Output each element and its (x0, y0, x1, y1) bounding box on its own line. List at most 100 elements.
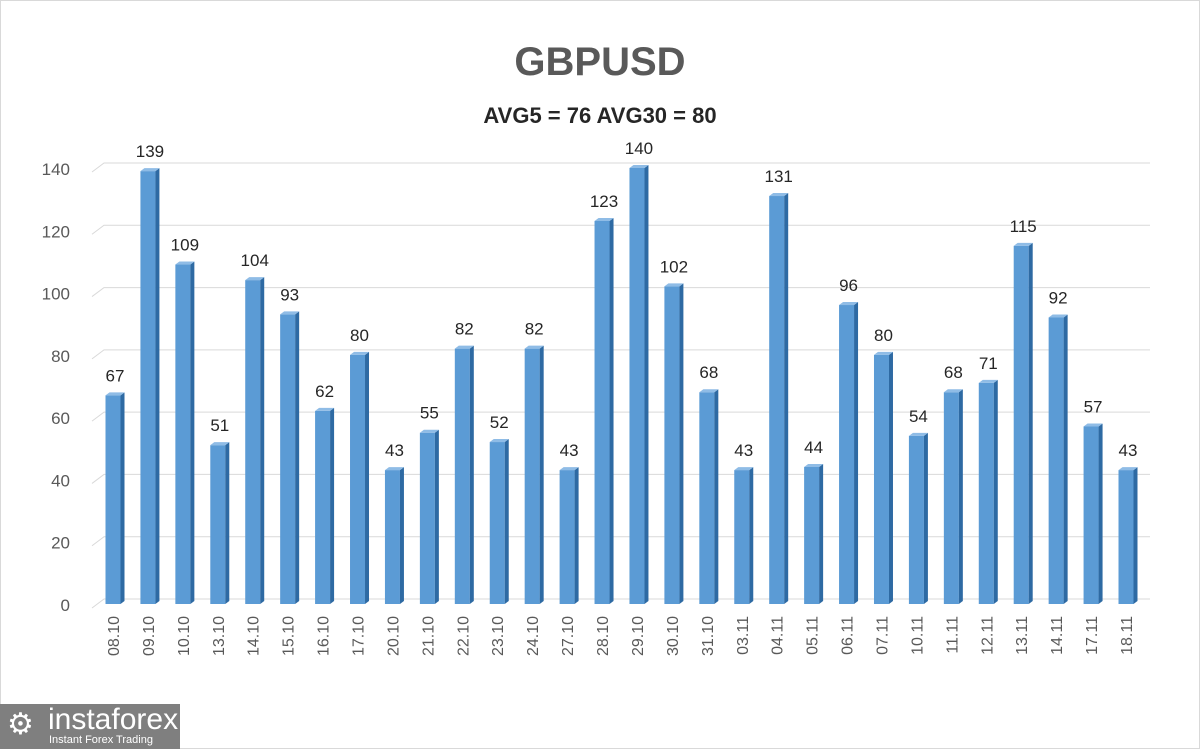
bar (454, 348, 470, 604)
y-tick-label: 140 (42, 160, 70, 179)
bar (419, 432, 435, 604)
bar-top (140, 168, 160, 172)
bar-top (419, 429, 439, 433)
x-tick-label: 10.11 (909, 616, 926, 655)
x-tick-label: 15.10 (281, 616, 298, 656)
bar-top (105, 392, 125, 396)
x-tick-label: 29.10 (630, 616, 647, 656)
chart-title: GBPUSD (514, 40, 686, 84)
bar (245, 280, 261, 604)
bar-top (1118, 467, 1138, 471)
bar-top (734, 467, 754, 471)
bar (769, 196, 785, 604)
gear-icon: ⚙ (7, 708, 34, 741)
bar (1118, 470, 1134, 604)
bar (489, 442, 505, 604)
data-label: 51 (210, 416, 229, 435)
bar-top (559, 467, 579, 471)
data-label: 62 (315, 382, 334, 401)
bar-side (260, 277, 265, 604)
x-tick-label: 13.11 (1014, 616, 1031, 655)
data-label: 71 (979, 354, 998, 373)
bar (105, 395, 121, 604)
bar-side (1028, 242, 1033, 604)
gridline (91, 162, 1150, 173)
data-label: 57 (1084, 397, 1103, 416)
bar-top (454, 345, 474, 349)
data-label: 82 (455, 320, 474, 339)
logo-name: instaforex (48, 703, 179, 736)
bar-side (434, 429, 439, 604)
bar (315, 410, 331, 604)
bar-top (1013, 242, 1033, 246)
bar-side (225, 442, 230, 604)
y-tick-label: 20 (51, 534, 70, 553)
data-label: 139 (136, 142, 164, 161)
data-label: 43 (1119, 441, 1138, 460)
x-tick-label: 20.10 (385, 616, 402, 656)
data-label: 52 (490, 413, 509, 432)
bar-top (210, 442, 230, 446)
bar-side (574, 467, 579, 604)
data-label: 123 (590, 192, 618, 211)
bar (804, 466, 820, 604)
data-label: 82 (525, 320, 544, 339)
bar-top (943, 389, 963, 393)
data-label: 55 (420, 404, 439, 423)
chart-subtitle: AVG5 = 76 AVG30 = 80 (483, 103, 717, 128)
bar-top (315, 407, 335, 411)
bar-side (330, 407, 335, 604)
bar-side (923, 432, 928, 604)
bar-side (714, 389, 719, 604)
bar-side (155, 168, 160, 604)
bar-top (873, 351, 893, 355)
bar (384, 470, 400, 604)
bar-side (784, 193, 789, 604)
bar (1048, 317, 1064, 604)
x-tick-label: 30.10 (665, 616, 682, 656)
x-tick-label: 23.10 (490, 616, 507, 656)
data-label: 68 (944, 363, 963, 382)
bar-side (190, 261, 195, 604)
logo-tagline: Instant Forex Trading (49, 734, 153, 746)
bar-side (365, 351, 370, 604)
x-tick-label: 07.11 (874, 616, 891, 655)
bar (594, 220, 610, 604)
bar-top (384, 467, 404, 471)
data-label: 104 (241, 251, 269, 270)
gridline (91, 349, 1150, 360)
bar (524, 348, 540, 604)
x-tick-label: 14.11 (1049, 616, 1066, 655)
bar-side (295, 311, 300, 604)
bar-top (594, 217, 614, 221)
bar (559, 470, 575, 604)
data-label: 68 (699, 363, 718, 382)
data-label: 67 (106, 366, 125, 385)
bar-top (1048, 314, 1068, 318)
x-tick-label: 12.11 (979, 616, 996, 655)
bar-top (804, 463, 824, 467)
y-tick-label: 80 (51, 347, 70, 366)
gridline (91, 473, 1150, 484)
bar (908, 435, 924, 604)
bar-side (644, 165, 649, 604)
bar-top (245, 277, 265, 281)
bar (1013, 245, 1029, 604)
bar (664, 286, 680, 604)
data-label: 93 (280, 285, 299, 304)
bar-side (609, 217, 614, 604)
x-tick-label: 24.10 (525, 616, 542, 656)
data-label: 43 (734, 441, 753, 460)
y-tick-label: 120 (42, 222, 70, 241)
bar-side (888, 351, 893, 604)
data-label: 140 (625, 139, 653, 158)
bar-top (629, 165, 649, 168)
x-tick-label: 21.10 (420, 616, 437, 656)
x-tick-label: 14.10 (246, 616, 263, 656)
bar-top (664, 283, 684, 287)
bar-side (958, 389, 963, 604)
x-tick-label: 03.11 (735, 616, 752, 655)
gridline (91, 287, 1150, 297)
data-label: 92 (1049, 288, 1068, 307)
